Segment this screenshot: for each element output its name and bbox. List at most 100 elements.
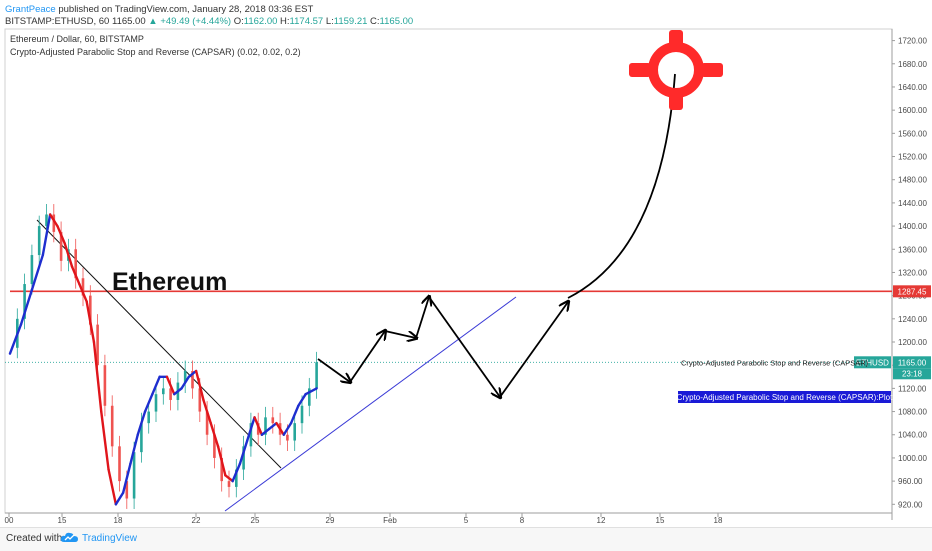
- price-tick-label: 1360.00: [898, 245, 927, 254]
- target-tick-left: [629, 63, 651, 77]
- candle-body: [183, 370, 187, 383]
- capsar-segment: [63, 242, 74, 268]
- open-label: O:: [233, 16, 244, 27]
- capsar-segment: [121, 462, 132, 494]
- capsar-segment: [129, 433, 139, 465]
- time-tick-label: 15: [656, 516, 665, 525]
- time-tick-label: 5: [464, 516, 469, 525]
- projection-arrow[interactable]: [415, 297, 429, 339]
- capsar-segment: [224, 474, 234, 483]
- candle-body: [37, 226, 41, 256]
- projection-arrow[interactable]: [499, 302, 568, 398]
- close-label: C:: [370, 16, 380, 27]
- high-label: H:: [280, 16, 290, 27]
- candle-body: [205, 411, 209, 435]
- candle-body: [52, 214, 56, 232]
- price-chart[interactable]: 920.00 960.00 1000.00 1040.00 1080.00 1120.00…: [0, 0, 932, 527]
- candle-body: [198, 388, 202, 412]
- last-price: 1165.00: [111, 16, 146, 27]
- price-tick-label: 1400.00: [898, 222, 927, 231]
- price-tick-label: 1200.00: [898, 338, 927, 347]
- capsar-segment: [297, 392, 307, 407]
- candle-body: [30, 255, 34, 285]
- candle-body: [74, 249, 77, 279]
- ethereum-annotation: Ethereum: [112, 268, 227, 296]
- candle-body: [89, 295, 92, 325]
- capsar-segment: [253, 416, 264, 436]
- candle-body: [264, 417, 267, 435]
- capsar-segment: [275, 421, 285, 436]
- capsar-segment: [173, 387, 183, 396]
- projection-arrow[interactable]: [317, 358, 350, 382]
- capsar-segment: [238, 439, 249, 465]
- descending-trendline[interactable]: [36, 219, 282, 469]
- candle-body: [249, 423, 253, 447]
- price-tick-label: 1720.00: [898, 37, 927, 46]
- capsar-segment: [260, 427, 271, 436]
- indicator-tag-blue: Crypto-Adjusted Parabolic Stop and Rever…: [677, 393, 893, 402]
- time-tick-label: 00: [5, 516, 14, 525]
- capsar-segment: [19, 288, 34, 326]
- candle-body: [132, 452, 136, 499]
- indicator-tag-dark: Crypto-Adjusted Parabolic Stop and Rever…: [681, 358, 869, 367]
- last-price-label: 1165.00: [898, 358, 927, 367]
- chart-header: GrantPeace published on TradingView.com,…: [5, 4, 413, 28]
- capsar-segment: [48, 213, 59, 228]
- capsar-segment: [8, 323, 23, 355]
- capsar-segment: [56, 224, 66, 245]
- price-tick-label: 920.00: [898, 500, 923, 509]
- candle-body: [213, 434, 216, 458]
- projection-curve[interactable]: [567, 73, 676, 299]
- ohlc-line: BITSTAMP:ETHUSD, 60 1165.00 ▲ +49.49 (+4…: [5, 16, 413, 28]
- capsar-segment: [30, 253, 45, 292]
- countdown-label-bg: [893, 368, 931, 380]
- time-tick-label: 22: [192, 516, 201, 525]
- price-tick-label: 1440.00: [898, 199, 927, 208]
- indicator-tag-blue-bg: [678, 391, 891, 403]
- candle-body: [235, 469, 238, 487]
- capsar-segment: [92, 340, 103, 413]
- time-tick-label: 29: [326, 516, 335, 525]
- price-tick-label: 1320.00: [898, 268, 927, 277]
- change-arrow: ▲: [148, 16, 158, 27]
- publish-info: published on TradingView.com, January 28…: [58, 4, 314, 15]
- price-tick-label: 1560.00: [898, 129, 927, 138]
- time-tick-label: 12: [597, 516, 606, 525]
- capsar-segment: [216, 445, 227, 477]
- price-tick-label: 1000.00: [898, 454, 927, 463]
- price-tick-label: 1240.00: [898, 315, 927, 324]
- candle-body: [59, 231, 63, 261]
- price-tick-label: 1640.00: [898, 83, 927, 92]
- capsar-segment: [194, 369, 205, 402]
- capsar-segment: [85, 300, 96, 344]
- projection-arrow[interactable]: [349, 331, 385, 383]
- chart-legend-indicator: Crypto-Adjusted Parabolic Stop and Rever…: [10, 47, 301, 57]
- capsar-segment: [136, 410, 147, 436]
- capsar-segment: [107, 468, 118, 506]
- capsar-segment: [209, 421, 220, 448]
- low-value: 1159.21: [333, 16, 368, 27]
- ascending-trendline[interactable]: [224, 296, 517, 512]
- candle-body: [81, 278, 85, 296]
- price-tick-label: 1600.00: [898, 106, 927, 115]
- created-with-label: Created with: [6, 533, 63, 544]
- candle-body: [242, 446, 245, 470]
- tradingview-brand-link[interactable]: TradingView: [82, 533, 138, 544]
- candle-body: [154, 394, 158, 412]
- candle-body: [169, 388, 172, 400]
- capsar-segment: [180, 375, 191, 390]
- author-link[interactable]: GrantPeace: [5, 4, 56, 15]
- candle-body: [96, 324, 99, 366]
- capsar-segment: [151, 375, 161, 396]
- footer-bar: Created with TradingView: [0, 527, 932, 551]
- price-tick-label: 1120.00: [898, 384, 927, 393]
- projection-arrow[interactable]: [428, 296, 500, 397]
- capsar-segment: [100, 410, 110, 471]
- candle-body: [271, 417, 275, 424]
- projection-arrow[interactable]: [384, 330, 416, 338]
- time-tick-label: 18: [714, 516, 723, 525]
- price-tick-label: 1520.00: [898, 153, 927, 162]
- time-tick-label: 15: [58, 516, 67, 525]
- price-tick-label: 1040.00: [898, 431, 927, 440]
- open-value: 1162.00: [243, 16, 278, 27]
